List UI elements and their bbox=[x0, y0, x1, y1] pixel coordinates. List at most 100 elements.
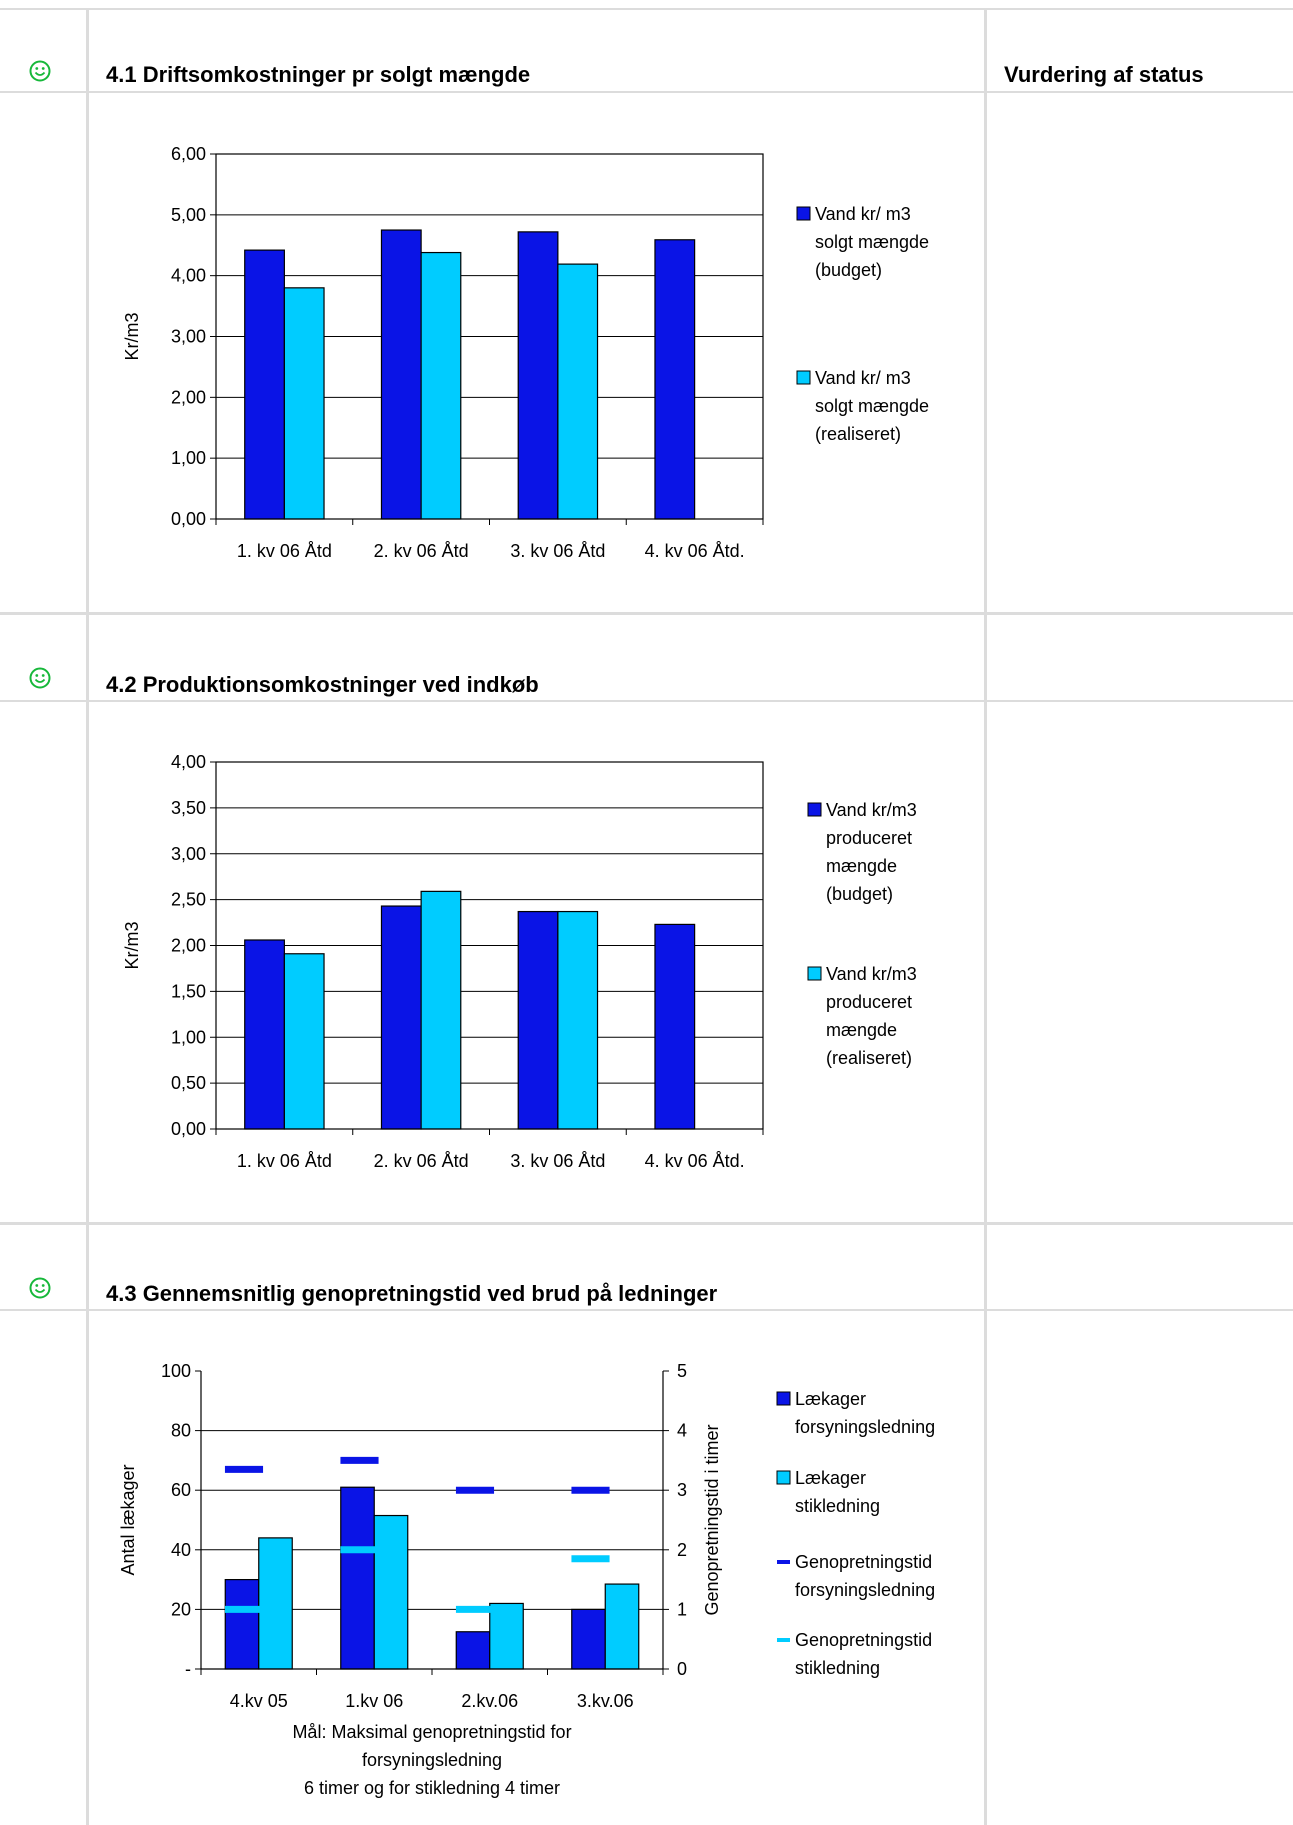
y-tick-label: 100 bbox=[161, 1361, 191, 1381]
y-tick-label: 20 bbox=[171, 1599, 191, 1619]
section-title: 4.3 Gennemsnitlig genopretningstid ved b… bbox=[106, 1281, 718, 1306]
x-tick-label: 4. kv 06 Åtd. bbox=[645, 541, 745, 561]
legend-label: Vand kr/m3 bbox=[826, 800, 917, 820]
legend-label: produceret bbox=[826, 828, 912, 848]
table-row-line bbox=[0, 91, 1293, 93]
y2-tick-label: 5 bbox=[677, 1361, 687, 1381]
x-tick-label: 1. kv 06 Åtd bbox=[237, 1151, 332, 1171]
bar bbox=[420, 251, 462, 520]
y-tick-label: 1,50 bbox=[171, 981, 206, 1001]
bar bbox=[557, 263, 599, 520]
y2-tick-label: 3 bbox=[677, 1480, 687, 1500]
x-tick-label: 3.kv.06 bbox=[577, 1691, 634, 1711]
bar bbox=[380, 229, 422, 520]
chart-caption: 6 timer og for stikledning 4 timer bbox=[304, 1778, 560, 1798]
legend-label: stikledning bbox=[795, 1658, 880, 1678]
y-tick-label: 6,00 bbox=[171, 144, 206, 164]
y-tick-label: 40 bbox=[171, 1540, 191, 1560]
bar bbox=[571, 1608, 606, 1670]
table-divider-right bbox=[984, 8, 987, 1825]
legend-label: Vand kr/ m3 bbox=[815, 204, 911, 224]
bar bbox=[283, 287, 325, 520]
bar bbox=[455, 1631, 491, 1670]
legend-label: forsyningsledning bbox=[795, 1580, 935, 1600]
legend-label: Vand kr/ m3 bbox=[815, 368, 911, 388]
bar bbox=[244, 249, 285, 520]
y-tick-label: 5,00 bbox=[171, 205, 206, 225]
legend-label: (budget) bbox=[815, 260, 882, 280]
legend-label: Genopretningstid bbox=[795, 1630, 932, 1650]
legend-swatch bbox=[776, 1391, 791, 1406]
table-row-line bbox=[0, 1222, 1293, 1225]
table-row-line bbox=[0, 612, 1293, 615]
y2-tick-label: 1 bbox=[677, 1599, 687, 1619]
bar bbox=[654, 239, 696, 520]
bar bbox=[557, 910, 599, 1130]
bar bbox=[489, 1602, 524, 1670]
y2-axis-label: Genopretningstid i timer bbox=[702, 1424, 722, 1615]
y-tick-label: 0,00 bbox=[171, 1119, 206, 1139]
y-tick-label: 1,00 bbox=[171, 448, 206, 468]
legend-label: (realiseret) bbox=[815, 424, 901, 444]
bar bbox=[517, 231, 559, 520]
smiley-icon bbox=[29, 1277, 51, 1299]
legend-label: Genopretningstid bbox=[795, 1552, 932, 1572]
bar bbox=[380, 905, 422, 1130]
x-tick-label: 4. kv 06 Åtd. bbox=[645, 1151, 745, 1171]
legend-swatch bbox=[807, 802, 822, 817]
chart-caption: Mål: Maksimal genopretningstid for bbox=[292, 1722, 571, 1742]
bar bbox=[420, 890, 462, 1130]
legend-label: solgt mængde bbox=[815, 396, 929, 416]
legend-label: (budget) bbox=[826, 884, 893, 904]
status-column-header: Vurdering af status bbox=[1004, 62, 1204, 87]
legend-label: (realiseret) bbox=[826, 1048, 912, 1068]
bar bbox=[654, 923, 696, 1130]
x-tick-label: 3. kv 06 Åtd bbox=[510, 541, 605, 561]
y2-tick-label: 0 bbox=[677, 1659, 687, 1679]
legend-label: stikledning bbox=[795, 1496, 880, 1516]
plot-frame bbox=[215, 153, 764, 520]
legend-swatch bbox=[796, 206, 811, 221]
bar bbox=[283, 953, 325, 1130]
smiley-icon bbox=[29, 667, 51, 689]
y-tick-label: 1,00 bbox=[171, 1027, 206, 1047]
table-row-line bbox=[0, 1309, 1293, 1311]
x-tick-label: 3. kv 06 Åtd bbox=[510, 1151, 605, 1171]
y-tick-label: 80 bbox=[171, 1421, 191, 1441]
x-tick-label: 2. kv 06 Åtd bbox=[374, 1151, 469, 1171]
y-axis-label: Kr/m3 bbox=[122, 921, 142, 969]
legend-label: mængde bbox=[826, 1020, 897, 1040]
y-tick-label: 0,00 bbox=[171, 509, 206, 529]
y2-tick-label: 2 bbox=[677, 1540, 687, 1560]
x-tick-label: 2. kv 06 Åtd bbox=[374, 541, 469, 561]
y-tick-label: - bbox=[185, 1659, 191, 1679]
x-tick-label: 1. kv 06 Åtd bbox=[237, 541, 332, 561]
table-divider-left bbox=[86, 8, 89, 1825]
bar bbox=[604, 1583, 640, 1670]
section-title: 4.2 Produktionsomkostninger ved indkøb bbox=[106, 672, 539, 697]
section-title: 4.1 Driftsomkostninger pr solgt mængde bbox=[106, 62, 531, 87]
bar bbox=[258, 1537, 293, 1670]
plot-frame bbox=[215, 761, 764, 1130]
legend-swatch bbox=[807, 966, 822, 981]
y-tick-label: 2,00 bbox=[171, 387, 206, 407]
legend-label: Lækager bbox=[795, 1389, 866, 1409]
table-row-line bbox=[0, 700, 1293, 702]
y-tick-label: 2,50 bbox=[171, 890, 206, 910]
y-tick-label: 4,00 bbox=[171, 266, 206, 286]
bar bbox=[517, 910, 559, 1130]
y-tick-label: 3,00 bbox=[171, 844, 206, 864]
chart-caption: forsyningsledning bbox=[362, 1750, 502, 1770]
y-axis-label: Antal lækager bbox=[118, 1464, 138, 1575]
y-axis-label: Kr/m3 bbox=[122, 312, 142, 360]
y-tick-label: 4,00 bbox=[171, 752, 206, 772]
y-tick-label: 2,00 bbox=[171, 936, 206, 956]
legend-label: Lækager bbox=[795, 1468, 866, 1488]
x-tick-label: 2.kv.06 bbox=[461, 1691, 518, 1711]
legend-label: forsyningsledning bbox=[795, 1417, 935, 1437]
y-tick-label: 0,50 bbox=[171, 1073, 206, 1093]
bar bbox=[340, 1486, 375, 1670]
x-tick-label: 4.kv 05 bbox=[230, 1691, 288, 1711]
y-tick-label: 3,50 bbox=[171, 798, 206, 818]
